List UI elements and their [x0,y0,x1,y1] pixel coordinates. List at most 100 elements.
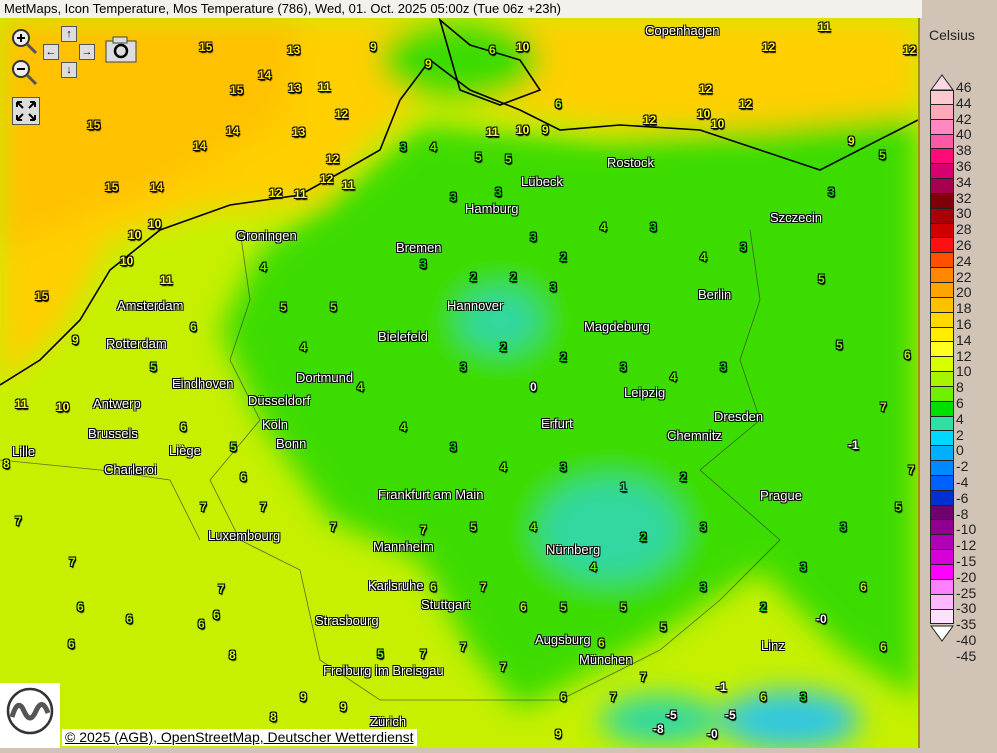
legend-title: Celsius [929,27,975,43]
city-label: Karlsruhe [368,578,424,593]
zoom-out-button[interactable] [10,58,40,91]
city-label: Bielefeld [378,329,428,344]
city-label: Lille [12,444,36,459]
city-label: Lübeck [521,174,563,189]
station-temperature: 6 [904,348,911,362]
legend-label: 22 [956,268,972,285]
station-temperature: -0 [707,727,718,741]
legend-label: 44 [956,94,972,111]
station-temperature: 2 [560,350,567,364]
legend-label: 0 [956,442,964,459]
pan-up-button[interactable]: ↑ [61,26,77,42]
station-temperature: 6 [430,580,437,594]
station-temperature: 3 [650,220,657,234]
station-temperature: 12 [326,152,340,166]
station-temperature: -0 [816,612,827,626]
legend-swatch [930,253,954,269]
legend-swatch [930,119,954,135]
legend-label: 30 [956,205,972,222]
legend-swatch [930,134,954,150]
station-temperature: 4 [530,520,537,534]
station-temperature: 4 [430,140,437,154]
fullscreen-button[interactable] [12,97,40,130]
weather-map[interactable]: Copenhagen Rostock Lübeck Hamburg Szczecin Gr… [0,0,918,748]
station-temperature: 5 [620,600,627,614]
station-temperature: 15 [87,118,101,132]
temperature-field [0,0,918,748]
station-temperature: -5 [666,708,677,722]
city-label: Groningen [236,228,297,243]
station-temperature: 7 [460,640,467,654]
station-temperature: 7 [480,580,487,594]
pan-right-button[interactable]: → [79,44,95,60]
color-legend: Celsius 46 44 42 40 38 36 34 32 30 28 26 24 22 20 18 16… [918,0,997,748]
metmaps-logo[interactable] [0,683,60,748]
legend-label: -8 [956,505,969,522]
legend-swatch [930,461,954,476]
station-temperature: 6 [880,640,887,654]
station-temperature: 6 [180,420,187,434]
legend-swatch [930,327,954,343]
station-temperature: 5 [895,500,902,514]
legend-swatch [930,475,954,491]
city-label: Bonn [276,436,307,451]
station-temperature: 5 [330,300,337,314]
station-temperature: 3 [560,460,567,474]
city-label: Antwerp [93,396,141,411]
station-temperature: 9 [555,727,562,741]
station-temperature: 6 [560,690,567,704]
station-temperature: 6 [68,637,75,651]
station-temperature: 6 [520,600,527,614]
station-temperature: 7 [880,400,887,414]
pan-left-button[interactable]: ← [43,44,59,60]
station-temperature: 6 [126,612,133,626]
fullscreen-icon [12,97,40,125]
zoom-in-button[interactable] [10,27,40,60]
station-temperature: 11 [818,20,831,34]
legend-label: 38 [956,142,972,159]
legend-label: 24 [956,252,972,269]
legend-label: 40 [956,126,972,143]
station-temperature: 4 [357,380,364,394]
legend-label: 12 [956,347,972,364]
station-temperature: 2 [560,250,567,264]
city-label: Dresden [714,409,764,424]
borders [0,229,781,701]
station-temperature: 3 [840,520,847,534]
station-temperature: 6 [198,617,205,631]
station-temperature: 13 [292,125,306,139]
station-temperature: 9 [425,57,432,71]
legend-swatch [930,164,954,180]
station-temperature: 6 [860,580,867,594]
station-temperature: 10 [711,117,725,131]
legend-swatch [930,312,954,328]
station-temperature: 6 [598,636,605,650]
city-label: Köln [262,417,289,432]
station-temperature: 0 [530,380,537,394]
screenshot-button[interactable] [105,35,137,68]
city-label: Szczecin [770,210,823,225]
legend-label: 46 [956,79,972,95]
legend-label: -45 [956,647,977,664]
station-temperature: 5 [475,150,482,164]
station-temperature: 9 [370,40,377,54]
legend-swatch [930,297,954,313]
pan-down-button[interactable]: ↓ [61,62,77,78]
city-label: Mannheim [373,539,434,554]
station-temperature: 3 [450,440,457,454]
station-temperature: 15 [230,83,244,97]
legend-swatch [930,609,954,625]
station-temperature: 14 [226,124,240,138]
city-label: Magdeburg [584,319,650,334]
legend-swatch [930,149,954,165]
legend-label: 28 [956,221,972,238]
station-temperature: 10 [516,40,530,54]
legend-label: -15 [956,552,977,569]
legend-swatch [930,193,954,209]
legend-label: -30 [956,600,977,617]
coastline [0,17,918,386]
station-temperature: 10 [516,123,530,137]
copyright-link[interactable]: © 2025 (AGB), OpenStreetMap, Deutscher W… [62,729,417,746]
station-temperature: 5 [836,338,843,352]
station-temperature: 15 [105,180,119,194]
